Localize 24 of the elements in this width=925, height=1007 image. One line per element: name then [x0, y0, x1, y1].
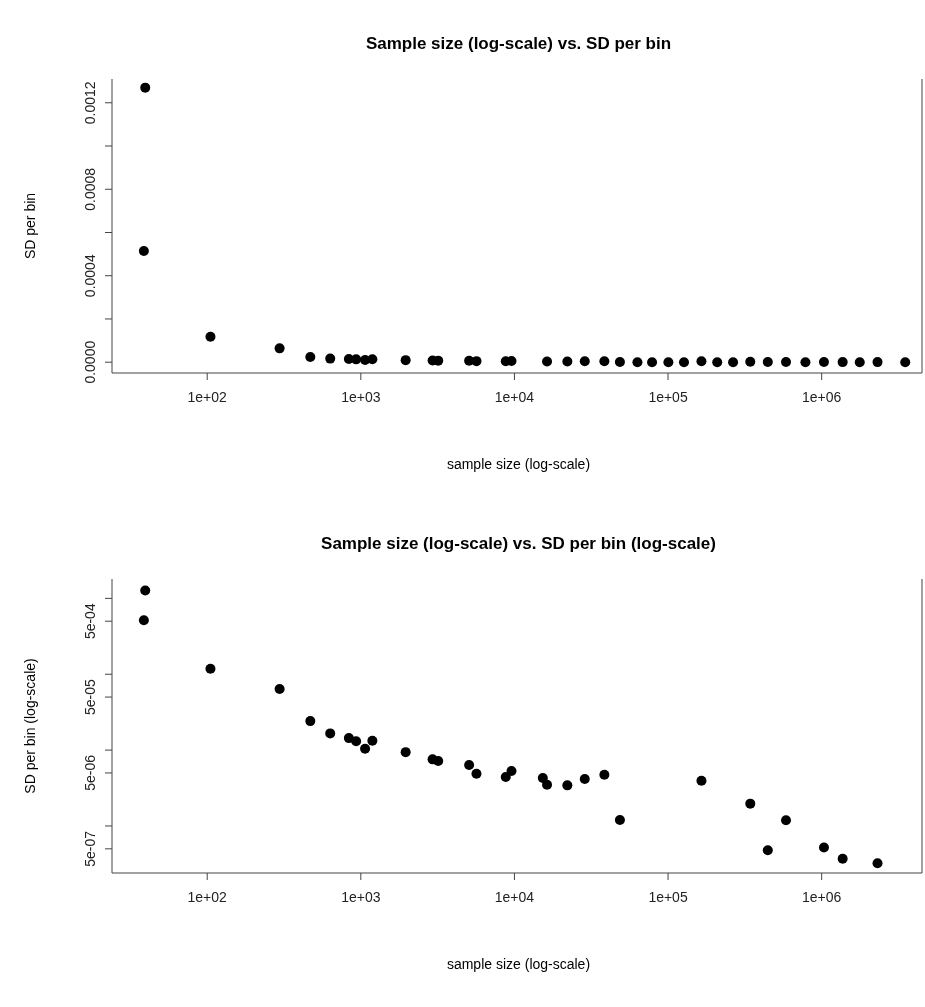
chart-title: Sample size (log-scale) vs. SD per bin (log-scale) [320, 534, 717, 554]
y-tick-label: 0.0004 [82, 254, 98, 298]
x-tick-label: 1e+06 [801, 389, 842, 405]
x-tick-label: 1e+05 [648, 889, 688, 905]
x-axis-title: sample size (log-scale) [445, 956, 592, 972]
y-axis-title: SD per bin (log-scale) [22, 658, 38, 794]
x-tick-label: 1e+03 [341, 389, 381, 405]
x-tick-label: 1e+02 [187, 389, 228, 405]
x-tick-label: 1e+04 [494, 889, 535, 905]
x-tick-label: 1e+05 [648, 389, 688, 405]
x-tick-label: 1e+03 [341, 889, 381, 905]
x-axis-title: sample size (log-scale) [445, 456, 592, 472]
x-tick-label: 1e+02 [187, 889, 228, 905]
y-tick-label: 5e-04 [82, 603, 98, 640]
y-tick-label: 0.0012 [82, 81, 98, 125]
x-tick-label: 1e+06 [801, 889, 842, 905]
y-tick-label: 0.0008 [82, 167, 98, 211]
chart-title: Sample size (log-scale) vs. SD per bin [364, 34, 673, 54]
y-tick-label: 5e-05 [82, 678, 98, 715]
y-tick-label: 5e-06 [82, 754, 98, 791]
y-axis-title: SD per bin [22, 192, 38, 260]
x-tick-label: 1e+04 [494, 389, 535, 405]
y-tick-label: 5e-07 [82, 830, 98, 867]
y-tick-label: 0.0000 [82, 340, 98, 384]
